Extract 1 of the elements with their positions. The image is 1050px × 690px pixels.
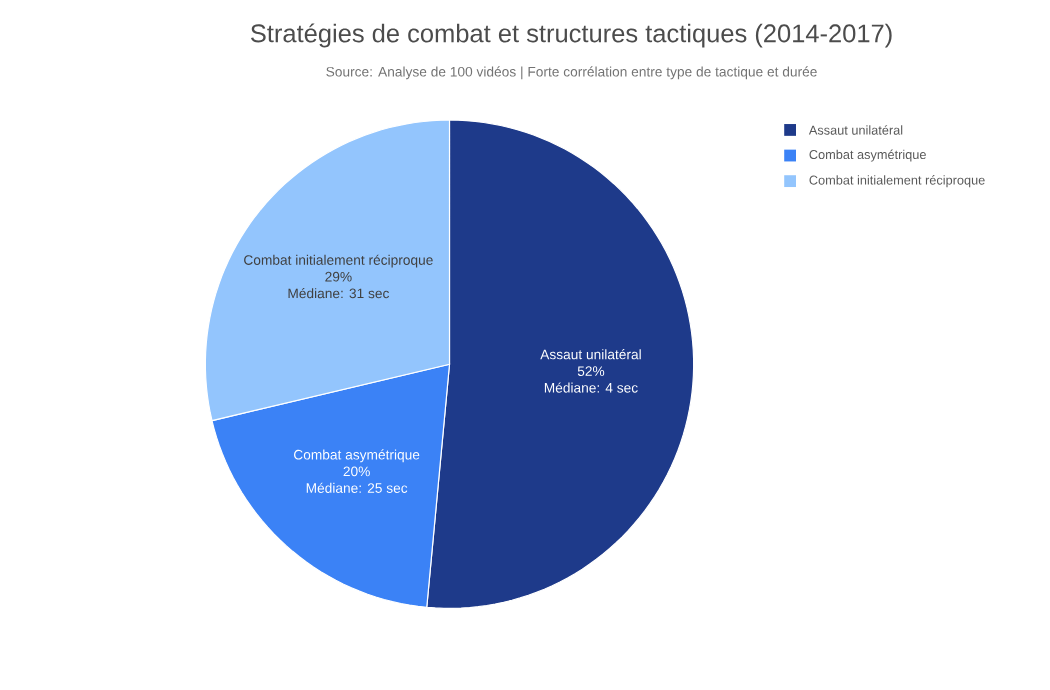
chart-title: Stratégies de combat et structures tactiques (2014-2017) — [250, 23, 892, 48]
